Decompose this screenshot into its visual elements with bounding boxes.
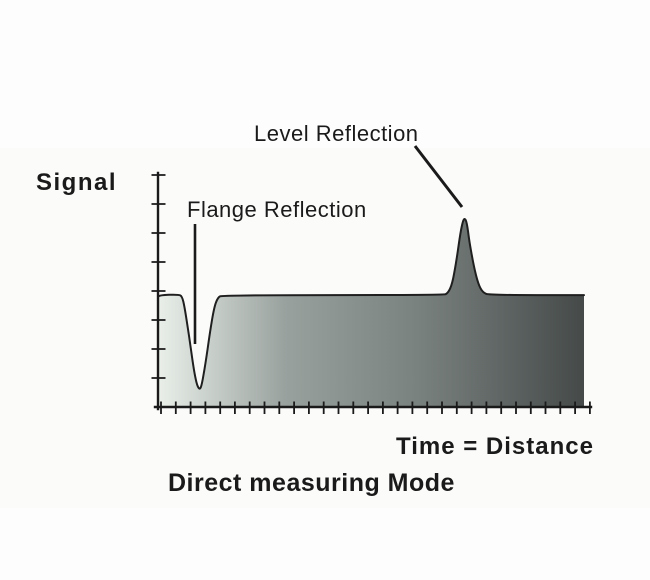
annotation-level-label: Level Reflection [254,121,419,146]
signal-area-fill [158,219,584,407]
caption: Direct measuring Mode [168,469,455,497]
x-axis-label: Time = Distance [396,433,594,460]
axis-ticks [151,174,591,414]
signal-curve-outline [157,218,585,390]
y-axis-label: Signal [36,169,118,196]
annotation-flange-label: Flange Reflection [187,197,367,222]
level-leader-line [413,145,464,208]
